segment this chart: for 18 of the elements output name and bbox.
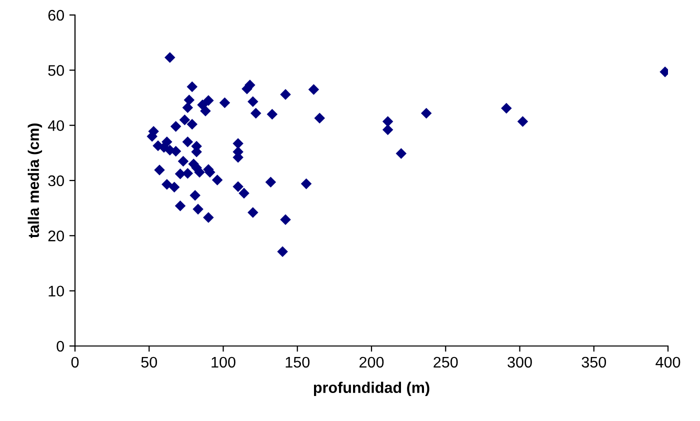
y-tick-label: 60 — [48, 10, 64, 21]
y-tick-label: 50 — [48, 65, 64, 76]
y-tick-label: 30 — [48, 175, 64, 186]
x-tick-label: 0 — [71, 356, 79, 368]
y-axis-title: talla media (cm) — [28, 124, 42, 238]
x-tick-label: 250 — [434, 356, 458, 368]
x-tick-label: 150 — [286, 356, 310, 368]
x-tick-label: 100 — [212, 356, 236, 368]
x-tick-label: 350 — [582, 356, 606, 368]
y-tick-label: 40 — [48, 120, 64, 132]
x-tick-label: 300 — [508, 356, 532, 368]
y-tick-label: 20 — [48, 230, 64, 242]
x-tick-label: 50 — [141, 356, 158, 368]
x-axis-title: profundidad (m) — [314, 382, 430, 396]
y-tick-label: 10 — [48, 286, 64, 297]
x-tick-label: 400 — [656, 356, 680, 368]
y-tick-label: 0 — [56, 340, 64, 352]
x-tick-label: 200 — [360, 356, 384, 368]
